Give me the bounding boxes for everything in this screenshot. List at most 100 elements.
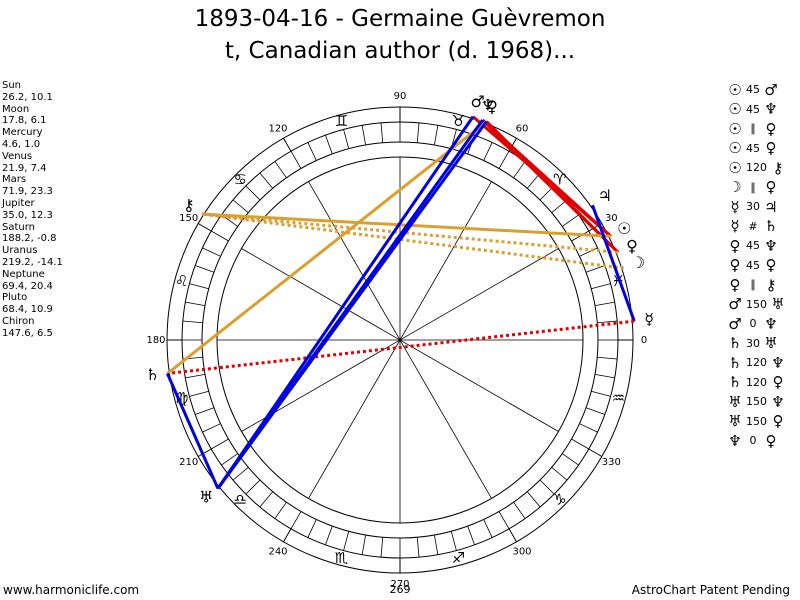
aspect-value: 45 [746,83,760,97]
aspect-value: ∥ [750,180,756,194]
aspect-value: 45 [746,141,760,155]
aspect-row: ☿ 30 ♃ [727,197,799,217]
aspect-planet2-glyph: ♀ [765,256,777,275]
sign-boundary [283,528,292,543]
degree-tick [245,479,261,495]
degree-label: 330 [602,457,621,468]
sign-boundary [588,448,603,457]
planet-values: 69.4, 20.4 [2,280,53,292]
planet-name: Mars [2,174,27,186]
aspect-value: 0 [749,317,757,331]
degree-tick [416,537,420,558]
aspect-row: ♀ 45 ♀ [727,256,799,276]
degree-tick [361,125,367,146]
aspect-value: ∥ [750,122,756,136]
aspect-value: 45 [746,102,760,116]
aspect-planet1-glyph: ☿ [730,217,740,236]
degree-tick [571,438,589,450]
planet-values: 21.9, 7.4 [2,162,47,174]
aspect-row: ♅ 150 ♆ [727,392,799,412]
aspect-row: ♄ 30 ♅ [727,334,799,354]
degree-tick [245,185,261,201]
aspect-planet2-glyph: ♄ [764,217,778,236]
degree-tick [483,519,493,538]
degree-tick [189,390,209,397]
aspect-row: ♆ 0 ♀ [727,431,799,451]
degree-tick [539,479,555,495]
aspect-planet1-glyph: ☽ [728,178,742,197]
aspect-line [166,372,220,490]
aspect-planet1-glyph: ♂ [728,314,742,333]
aspect-value: 120 [746,375,767,389]
planet-values: 26.2, 10.1 [2,91,53,103]
planet-name: Neptune [2,268,45,280]
planet-position-list: Sun 26.2, 10.1 Moon 17.8, 6.1 Mercury 4.6, 1.… [2,80,63,340]
degree-tick [416,122,420,143]
degree-tick [380,537,384,558]
degree-tick [211,230,229,242]
aspect-planet2-glyph: ⚷ [765,275,777,294]
planet-name: Venus [2,150,33,162]
degree-tick [195,265,215,273]
aspect-value: 45 [746,239,760,253]
aspect-value: 30 [746,200,760,214]
planet-glyph: ☽ [631,253,645,272]
degree-label: 240 [268,546,287,557]
degree-tick [579,247,598,257]
sign-boundary [508,528,517,543]
degree-tick [343,129,350,149]
degree-tick [274,161,287,179]
aspect-value: 30 [746,336,760,350]
aspect-row: ♂ 150 ♅ [727,295,799,315]
degree-tick [513,161,526,179]
aspect-line [167,319,635,376]
chart-title-line1: 1893-04-16 - Germaine Guèvremon [194,6,606,32]
planet-glyph: ♀ [486,97,498,116]
degree-label: 90 [394,91,407,102]
degree-label: 270 [390,579,409,590]
degree-tick [361,534,367,555]
aspect-value: 45 [746,258,760,272]
planet-glyph: ☉ [617,219,631,238]
degree-tick [259,491,274,508]
chart-title-line2: t, Canadian author (d. 1968)... [224,38,576,64]
aspect-row: ♄ 120 ♆ [727,353,799,373]
footer-patent-notice: AstroChart Patent Pending [631,583,790,597]
aspect-planet2-glyph: ♅ [771,295,785,314]
degree-tick [433,534,439,555]
degree-tick [483,142,493,161]
aspect-row: ☽ ∥ ♀ [727,178,799,198]
aspect-line [216,120,488,490]
degree-tick [591,390,611,397]
aspect-row: ♂ 0 ♆ [727,314,799,334]
planet-values: 147.6, 6.5 [2,327,53,339]
planet-name: Moon [2,103,30,115]
aspect-planet2-glyph: ♆ [764,100,778,119]
aspect-row: ♅ 150 ♀ [727,412,799,432]
aspect-planet1-glyph: ☉ [728,119,742,138]
degree-label: 30 [605,213,618,224]
planet-name: Jupiter [2,197,35,209]
planet-glyph: ♃ [598,186,612,205]
degree-tick [450,531,457,551]
sign-boundary [197,448,212,457]
planet-name: Sun [2,80,22,91]
planet-glyph: ♄ [145,365,159,384]
degree-tick [498,151,510,169]
planet-values: 71.9, 23.3 [2,186,53,198]
degree-tick [513,501,526,519]
degree-label: 60 [516,124,529,135]
footer-website[interactable]: www.harmoniclife.com [3,583,140,597]
degree-tick [182,320,203,324]
aspect-planet1-glyph: ☉ [728,80,742,99]
degree-tick [189,283,209,290]
degree-tick [597,356,618,360]
aspect-planet2-glyph: ♀ [772,373,784,392]
aspect-planet1-glyph: ♅ [728,392,742,411]
aspect-planet1-glyph: ♄ [728,334,742,353]
degree-tick [585,265,605,273]
aspect-planet1-glyph: ♄ [728,353,742,372]
planet-values: 35.0, 12.3 [2,209,53,221]
planet-glyph: ☿ [644,309,654,328]
